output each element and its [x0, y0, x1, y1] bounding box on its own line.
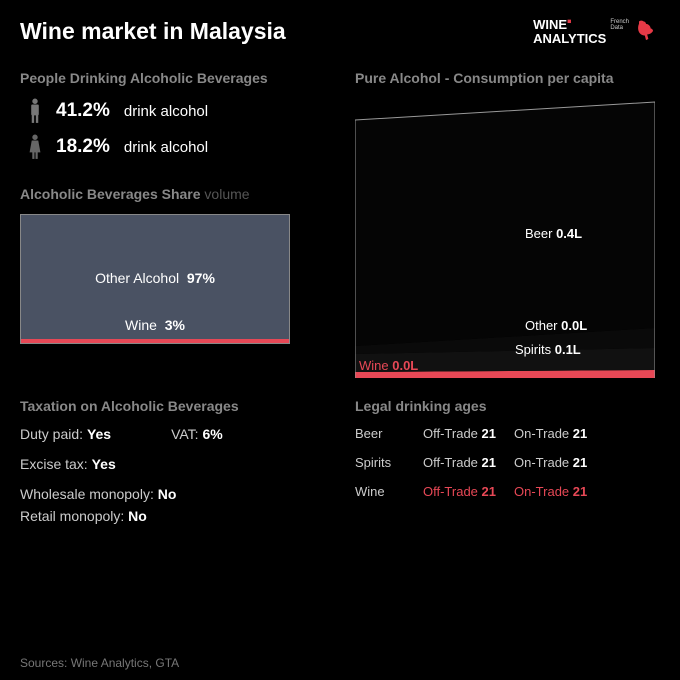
page-title: Wine market in Malaysia — [20, 18, 286, 45]
female-icon — [28, 134, 42, 160]
excise: Excise tax: Yes — [20, 456, 325, 472]
consumption-title: Pure Alcohol - Consumption per capita — [355, 70, 660, 86]
ages-row-spirits: SpiritsOff-Trade 21On-Trade 21 — [355, 455, 660, 470]
vat: VAT: 6% — [171, 426, 223, 442]
drinkers-section: People Drinking Alcoholic Beverages 41.2… — [20, 70, 325, 160]
male-label: drink alcohol — [124, 103, 208, 120]
duty-paid: Duty paid: Yes — [20, 426, 111, 442]
area-label-beer: Beer 0.4L — [525, 226, 582, 241]
ages-row-beer: BeerOff-Trade 21On-Trade 21 — [355, 426, 660, 441]
male-pct: 41.2% — [56, 100, 110, 122]
taxation-section: Taxation on Alcoholic Beverages Duty pai… — [20, 398, 325, 538]
female-pct: 18.2% — [56, 136, 110, 158]
share-title: Alcoholic Beverages Share volume — [20, 186, 325, 202]
female-label: drink alcohol — [124, 139, 208, 156]
share-section: Alcoholic Beverages Share volume Other A… — [20, 186, 325, 344]
area-label-spirits: Spirits 0.1L — [515, 342, 581, 357]
consumption-chart: Wine 0.0L Spirits 0.1L Other 0.0L Beer 0.4L — [355, 98, 655, 378]
rooster-icon — [632, 18, 660, 46]
share-wine-label: Wine 3% — [21, 317, 289, 333]
male-icon — [28, 98, 42, 124]
ages-title: Legal drinking ages — [355, 398, 660, 414]
share-wine-seg — [21, 339, 289, 343]
sources: Sources: Wine Analytics, GTA — [20, 656, 179, 670]
male-row: 41.2% drink alcohol — [20, 98, 325, 124]
brand-logo: WINE■ANALYTICS FrenchData — [533, 18, 660, 46]
taxation-title: Taxation on Alcoholic Beverages — [20, 398, 325, 414]
area-beer — [355, 102, 655, 346]
ages-section: Legal drinking ages BeerOff-Trade 21On-T… — [355, 398, 660, 538]
retail: Retail monopoly: No — [20, 508, 325, 524]
female-row: 18.2% drink alcohol — [20, 134, 325, 160]
wholesale: Wholesale monopoly: No — [20, 486, 325, 502]
area-label-other: Other 0.0L — [525, 318, 587, 333]
share-bar-chart: Other Alcohol 97%Wine 3% — [20, 214, 290, 344]
area-label-wine: Wine 0.0L — [359, 358, 418, 373]
ages-row-wine: WineOff-Trade 21On-Trade 21 — [355, 484, 660, 499]
drinkers-title: People Drinking Alcoholic Beverages — [20, 70, 325, 86]
